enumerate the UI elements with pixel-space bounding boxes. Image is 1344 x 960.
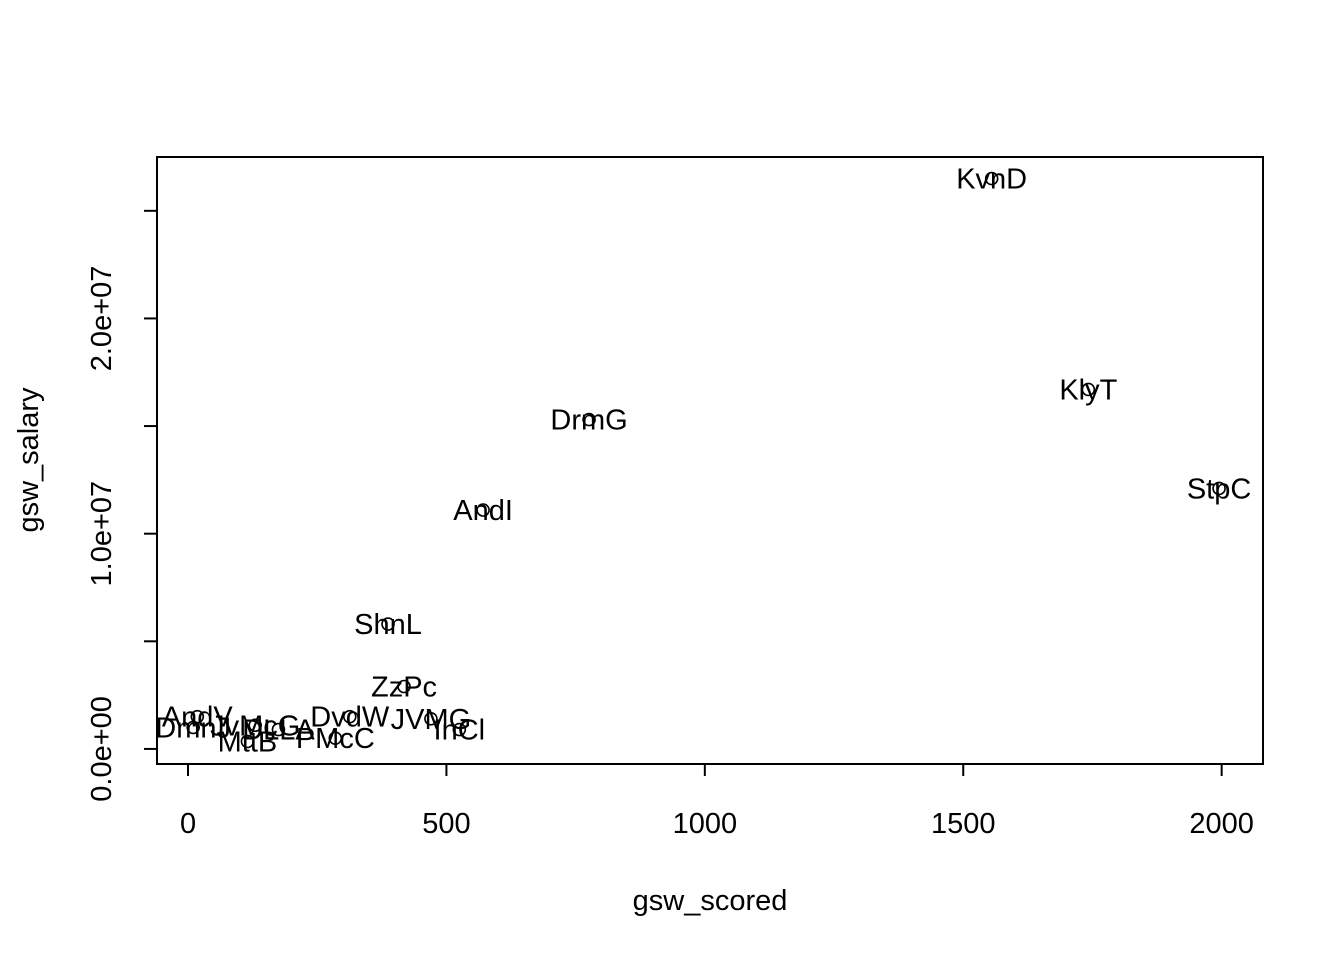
point-label: AndI (453, 495, 513, 527)
y-tick-label: 0.0e+00 (86, 696, 118, 802)
point-label: JvMcG (210, 710, 300, 742)
point-label: ZzPc (371, 672, 437, 704)
point-label: StpC (1187, 473, 1251, 505)
point-label: DvdW (310, 702, 390, 734)
x-tick-label: 500 (422, 808, 470, 840)
point-label: MttB (218, 726, 278, 758)
y-axis: 0.0e+00 1.0e+07 2.0e+07 (86, 209, 158, 802)
x-tick-label: 1500 (931, 808, 996, 840)
point-label: InCl (434, 715, 486, 747)
data-point (342, 709, 357, 724)
data-point (476, 503, 490, 517)
data-point (1212, 481, 1226, 496)
y-tick-label: 1.0e+07 (86, 481, 118, 587)
data-point (1081, 382, 1096, 397)
data-point (397, 679, 411, 694)
point-label: DLLA (242, 715, 315, 747)
data-point (582, 412, 596, 427)
data-point (328, 731, 343, 745)
x-axis: 0 500 1000 1500 2000 (180, 763, 1254, 840)
data-point (381, 617, 395, 631)
plot-frame (156, 156, 1264, 765)
data-point (271, 722, 286, 737)
data-point (424, 711, 438, 726)
data-point (240, 734, 255, 749)
x-axis-label: gsw_scored (633, 885, 788, 917)
point-label: PMcC (296, 723, 375, 755)
x-tick-label: 1000 (673, 808, 738, 840)
point-label: AndV (162, 702, 234, 734)
point-label: KlyT (1059, 374, 1117, 406)
y-axis-label: gsw_salary (13, 387, 45, 533)
point-label: KvnD (956, 164, 1027, 196)
data-point (452, 722, 467, 737)
data-point (186, 720, 200, 735)
x-tick-label: 2000 (1189, 808, 1254, 840)
data-point (248, 718, 262, 733)
y-tick-label: 2.0e+07 (86, 266, 118, 372)
point-label: ShnL (354, 609, 422, 641)
point-label: DmnJ (155, 712, 231, 744)
point-label: DrmG (550, 405, 627, 437)
x-tick-label: 0 (180, 808, 196, 840)
data-point (984, 171, 999, 186)
point-label: JVMG (391, 704, 472, 736)
